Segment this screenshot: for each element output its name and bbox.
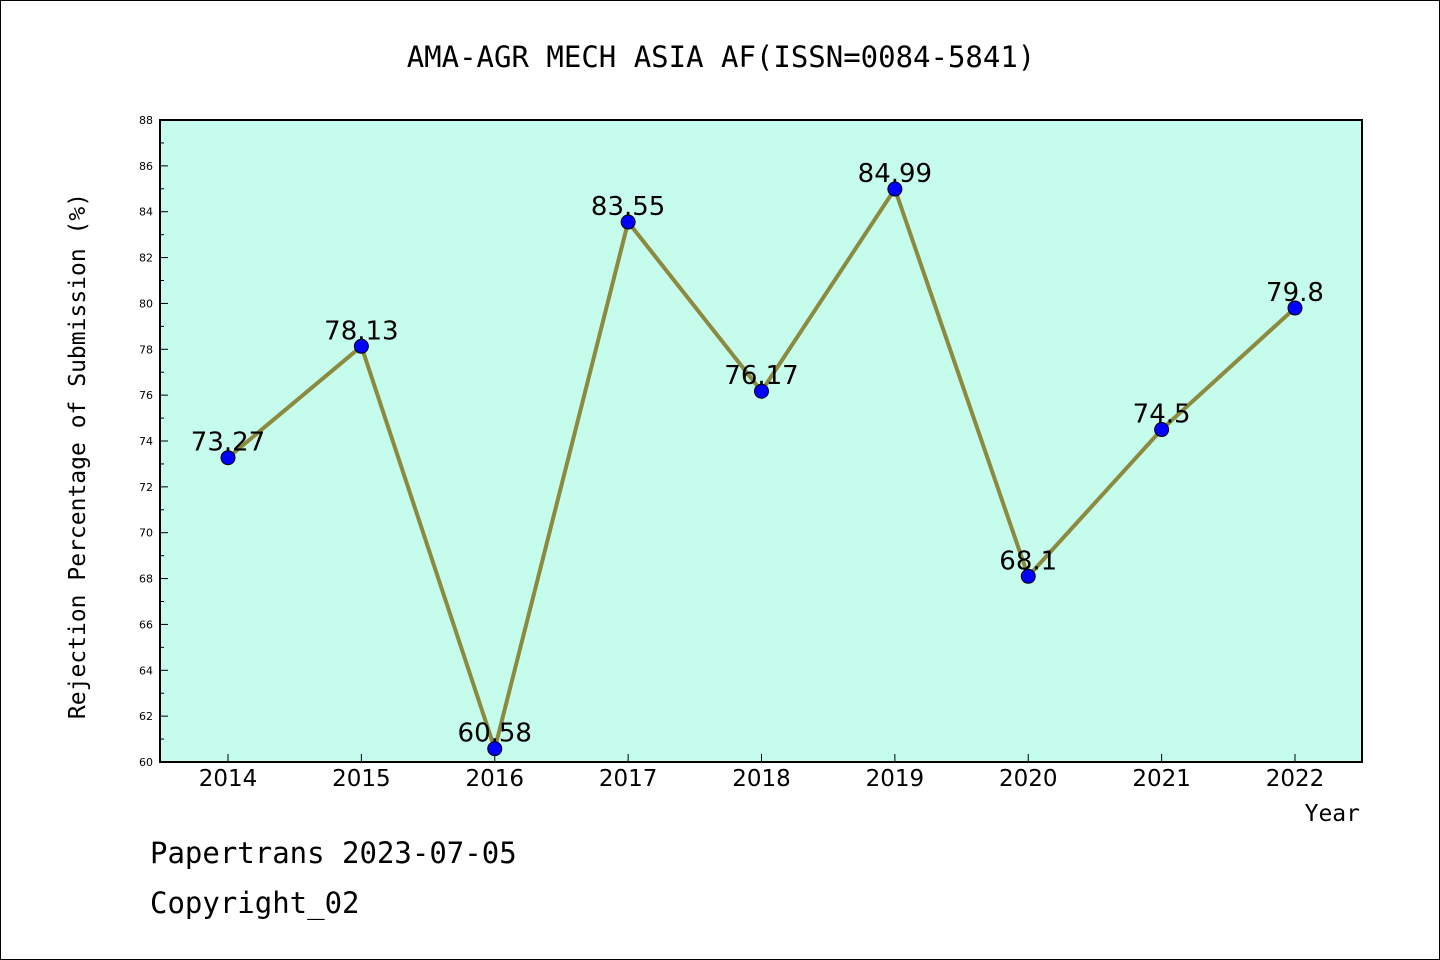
y-tick-label: 64	[139, 664, 153, 677]
y-tick-label: 74	[139, 435, 153, 448]
x-tick-label: 2015	[332, 766, 391, 792]
y-tick-label: 68	[139, 573, 153, 586]
y-tick-label: 78	[139, 343, 153, 356]
y-tick-label: 84	[139, 206, 153, 219]
data-label: 78.13	[324, 316, 398, 346]
data-point	[1287, 300, 1303, 316]
data-point	[487, 741, 503, 757]
x-tick-label: 2019	[866, 766, 925, 792]
data-point	[220, 450, 236, 466]
y-tick-label: 66	[139, 618, 153, 631]
data-point	[353, 338, 369, 354]
data-label: 83.55	[591, 192, 665, 222]
y-tick-label: 72	[139, 481, 153, 494]
x-tick-label: 2022	[1266, 766, 1325, 792]
data-label: 79.8	[1266, 278, 1324, 308]
axis-ticks: 60 62 64 66 68 70 72 74 76 78 80 82 84 86 88 2014 2015 20…	[139, 114, 1324, 792]
data-point	[1154, 422, 1170, 438]
data-label: 76.17	[724, 361, 798, 391]
x-tick-label: 2021	[1132, 766, 1191, 792]
data-label: 84.99	[858, 159, 932, 189]
y-tick-label: 80	[139, 297, 153, 310]
x-tick-label: 2017	[599, 766, 658, 792]
data-points: 73.27 78.13 60.58 83.55 76.17 84.99 68.1 74.5 79…	[191, 159, 1324, 757]
y-tick-label: 88	[139, 114, 153, 127]
data-label: 73.27	[191, 428, 265, 458]
data-point	[1020, 568, 1036, 584]
data-label: 74.5	[1133, 400, 1191, 430]
y-tick-label: 60	[139, 756, 153, 769]
x-tick-label: 2014	[199, 766, 258, 792]
data-label: 68.1	[999, 546, 1057, 576]
y-tick-label: 86	[139, 160, 153, 173]
x-axis-label: Year	[1305, 801, 1360, 827]
y-tick-label: 76	[139, 389, 153, 402]
x-tick-label: 2016	[465, 766, 524, 792]
y-tick-label: 62	[139, 710, 153, 723]
chart-title: AMA-AGR MECH ASIA AF(ISSN=0084-5841)	[407, 40, 1036, 74]
y-tick-label: 82	[139, 252, 153, 265]
x-tick-label: 2020	[999, 766, 1058, 792]
data-point	[754, 383, 769, 399]
data-point	[887, 181, 903, 197]
y-tick-label: 70	[139, 527, 153, 540]
x-tick-label: 2018	[732, 766, 791, 792]
data-label: 60.58	[458, 719, 532, 749]
plot-area	[159, 119, 1363, 763]
y-axis-label: Rejection Percentage of Submission (%)	[65, 193, 91, 719]
footer-copyright-text: Copyright_02	[150, 886, 360, 920]
footer-date-text: Papertrans 2023-07-05	[150, 836, 517, 870]
data-point	[620, 214, 636, 230]
